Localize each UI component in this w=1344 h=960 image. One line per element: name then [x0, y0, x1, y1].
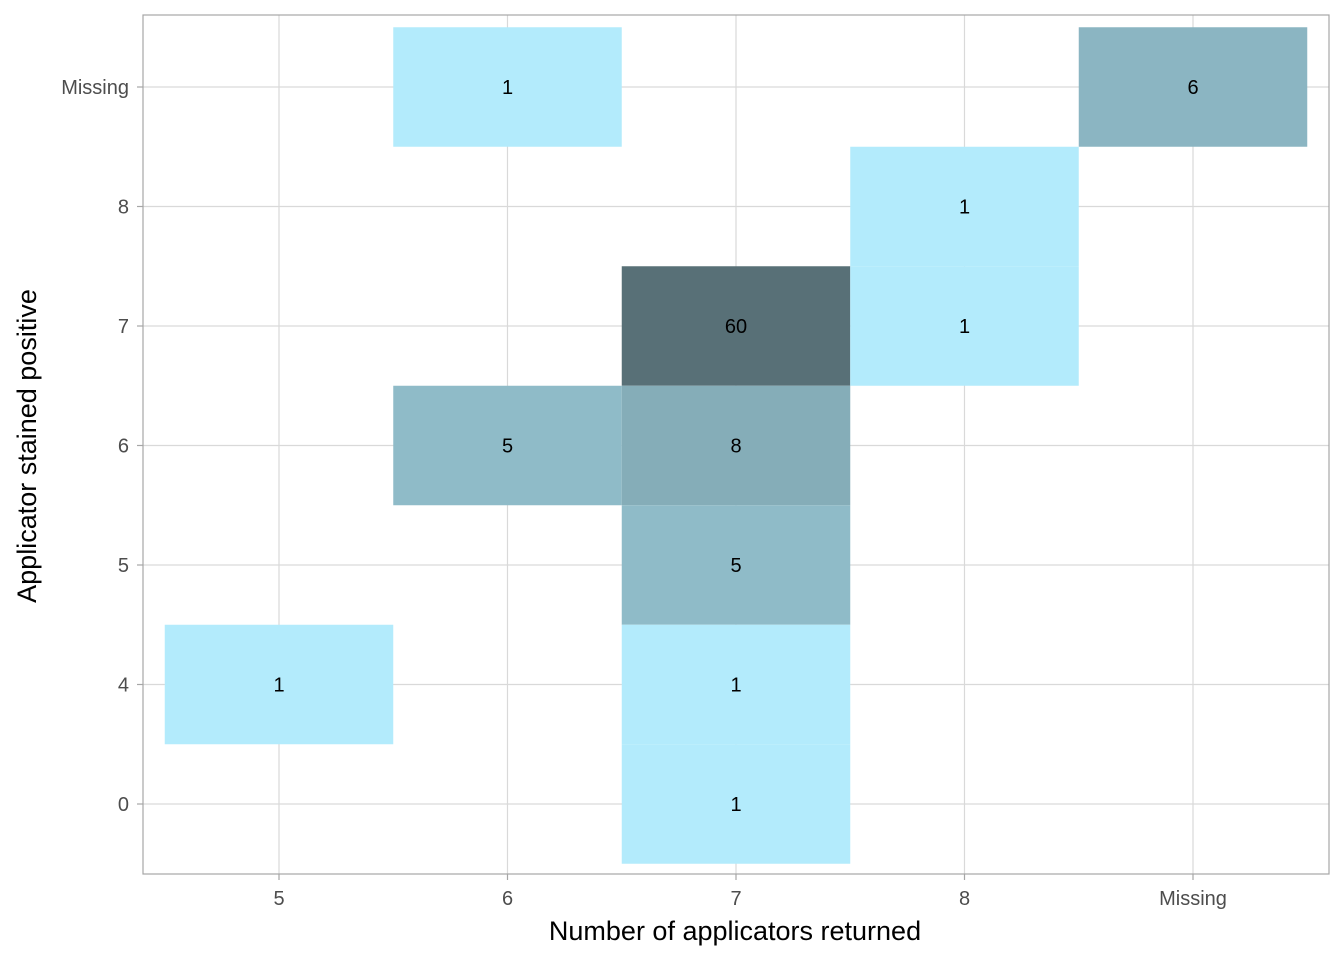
- cell-count-label: 5: [502, 436, 513, 458]
- y-tick-label: 4: [118, 675, 129, 697]
- y-axis-ticks: 0 4 5 6 7 8 Missing: [61, 77, 143, 816]
- x-axis-ticks: 5 6 7 8 Missing: [273, 874, 1227, 910]
- y-axis-title: Applicator stained positive: [12, 289, 42, 603]
- heatmap-cell: [621, 505, 851, 625]
- heatmap-cells: [164, 27, 1308, 864]
- y-tick-label: 6: [118, 436, 129, 458]
- heatmap-cell: [393, 27, 622, 147]
- cell-count-label: 1: [959, 316, 970, 338]
- heatmap-cell: [621, 744, 851, 864]
- x-tick-label: 8: [959, 888, 970, 910]
- cell-count-label: 1: [502, 77, 513, 99]
- x-tick-label: 7: [730, 888, 741, 910]
- y-tick-label: 8: [118, 197, 129, 219]
- cell-count-label: 1: [273, 675, 284, 697]
- y-tick-label: 0: [118, 794, 129, 816]
- x-axis-title: Number of applicators returned: [549, 916, 921, 946]
- cell-count-label: 1: [730, 675, 741, 697]
- heatmap-cell: [1078, 27, 1308, 147]
- heatmap-cell: [393, 385, 622, 506]
- cell-count-label: 6: [1187, 77, 1198, 99]
- heatmap-cell: [621, 266, 851, 386]
- heatmap-cell: [850, 146, 1079, 267]
- x-tick-label: Missing: [1159, 888, 1227, 910]
- cell-labels: 1 6 1 60 1 5 8 5 1 1 1: [273, 77, 1198, 816]
- heatmap-cell: [850, 266, 1079, 386]
- heatmap-cell: [164, 624, 394, 745]
- cell-count-label: 8: [730, 436, 741, 458]
- x-tick-label: 6: [502, 888, 513, 910]
- heatmap-cell: [621, 624, 851, 745]
- y-tick-label: Missing: [61, 77, 129, 99]
- cell-count-label: 1: [959, 197, 970, 219]
- cell-count-label: 60: [725, 316, 747, 338]
- x-tick-label: 5: [273, 888, 284, 910]
- heatmap-cell: [621, 385, 851, 506]
- cell-count-label: 5: [730, 555, 741, 577]
- y-tick-label: 5: [118, 555, 129, 577]
- y-tick-label: 7: [118, 316, 129, 338]
- cell-count-label: 1: [730, 794, 741, 816]
